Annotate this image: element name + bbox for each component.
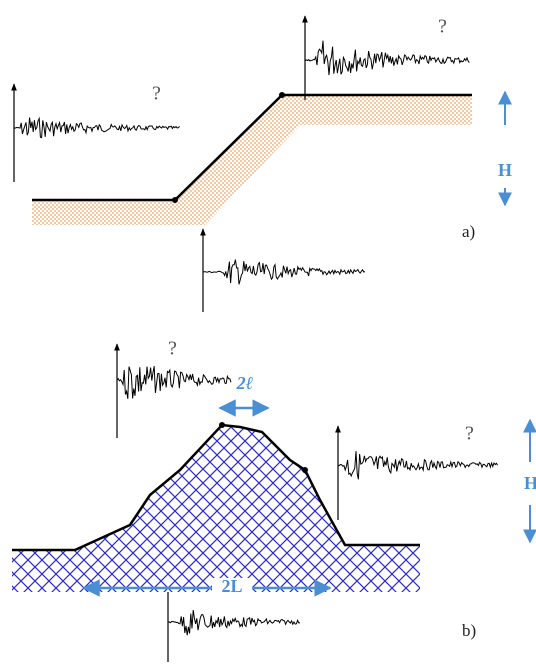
question: ? [152, 83, 161, 105]
ground-a [32, 93, 472, 202]
seismograms [11, 15, 499, 662]
hill-fill [12, 425, 420, 592]
seismogram-part [116, 366, 232, 399]
seismogram-part [13, 116, 180, 139]
height-label: H [524, 473, 536, 493]
point [302, 467, 308, 473]
seismogram-part [167, 610, 301, 636]
crest-width-label: 2ℓ [236, 373, 254, 393]
seismogram-part [304, 40, 470, 76]
question: ? [438, 16, 447, 38]
soil-a [32, 95, 472, 225]
question: ? [168, 338, 177, 360]
panel-label: b) [462, 621, 476, 640]
point [279, 92, 285, 98]
base-width-label: 2L [221, 576, 242, 596]
question: ? [465, 423, 474, 445]
hill-outline [12, 423, 420, 552]
point [219, 422, 225, 428]
seismogram-part [202, 259, 366, 285]
label-bg [212, 578, 252, 598]
seismogram-part [337, 451, 499, 480]
point [172, 197, 178, 203]
height-label: H [498, 160, 512, 180]
panel-label: a) [462, 222, 475, 241]
